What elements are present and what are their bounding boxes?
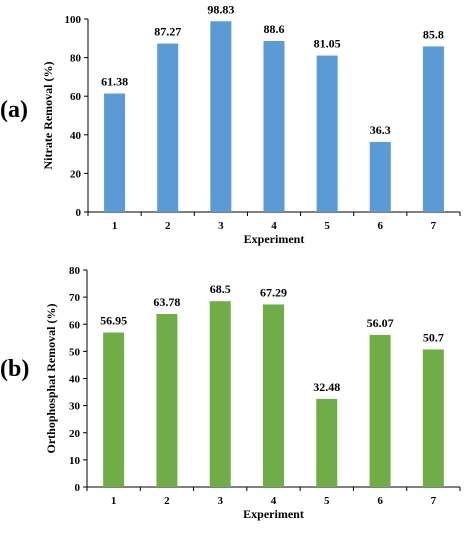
y-tick-label: 60 [70,91,82,103]
orthophosphate-removal-chart: 0 10 20 30 40 50 60 70 80 56.95 1 63.78 2 68.5 3 67.29 4… [44,265,461,521]
data-label: 36.3 [370,123,391,137]
bar-6 [369,141,391,212]
y-tick-label: 40 [70,130,82,142]
data-label: 50.7 [423,330,444,344]
y-tick-label: 20 [70,168,82,180]
nitrate-removal-chart: 0 20 40 60 80 100 61.38 1 87.27 2 98.83 3 88.6 4 81.05… [41,2,461,246]
data-label: 88.6 [264,22,285,36]
y-tick-label: 40 [69,374,81,386]
x-tick-label: 3 [218,220,224,232]
y-tick-label: 0 [76,207,82,219]
x-tick-label: 6 [378,220,384,232]
x-tick-label: 1 [111,495,117,507]
x-tick-label: 4 [271,220,277,232]
bar-1 [103,332,125,487]
bar-4 [263,304,284,487]
bar-3 [209,301,231,487]
y-axis-title: Orthophosphat Removal (%) [44,303,58,453]
bar-1 [104,93,126,212]
bar-2 [156,313,178,487]
panel-label-b: (b) [0,356,30,382]
bar-7 [422,349,444,487]
x-tick-label: 3 [217,495,223,507]
y-tick-label: 30 [69,401,81,413]
bar-4 [263,41,285,212]
y-tick-label: 10 [69,455,81,467]
x-tick-label: 4 [271,495,277,507]
chart-panel-a: (a) 0 20 40 60 80 100 61.38 1 87.27 2 98.83 3 88.6 4 8… [0,0,474,262]
data-label: 32.48 [313,380,340,394]
y-tick-label: 80 [70,53,82,65]
data-label: 68.5 [210,282,231,296]
panel-label-a: (a) [0,97,28,123]
x-tick-label: 5 [324,495,330,507]
x-axis-title: Experiment [244,232,305,246]
bar-6 [369,334,391,487]
data-label: 81.05 [314,37,341,51]
data-label: 67.29 [260,285,287,299]
y-tick-label: 100 [65,14,82,26]
x-tick-label: 7 [431,495,437,507]
data-label: 85.8 [423,27,444,41]
y-tick-label: 20 [69,428,81,440]
x-tick-label: 1 [112,220,118,232]
bar-2 [157,43,179,212]
y-axis-title: Nitrate Removal (%) [41,62,55,170]
data-label: 63.78 [153,295,180,309]
data-label: 56.95 [100,314,127,328]
x-tick-label: 7 [431,220,437,232]
bar-5 [316,55,338,212]
data-label: 56.07 [367,316,394,330]
data-label: 61.38 [101,75,128,89]
x-tick-label: 6 [377,495,383,507]
y-tick-label: 80 [69,265,81,277]
data-label: 98.83 [207,2,234,16]
y-tick-label: 60 [69,319,81,331]
y-tick-label: 50 [69,346,81,358]
bar-3 [210,21,232,212]
bar-7 [422,46,444,212]
x-tick-label: 5 [324,220,330,232]
x-tick-label: 2 [164,495,170,507]
chart-panel-b: (b) 0 10 20 30 40 50 60 70 80 56.95 1 63.78 2 68.5 3 67… [0,262,474,530]
bar-5 [316,398,338,487]
y-tick-label: 0 [75,482,81,494]
x-tick-label: 2 [165,220,171,232]
data-label: 87.27 [154,25,181,39]
y-tick-label: 70 [69,292,81,304]
x-axis-title: Experiment [243,507,304,521]
